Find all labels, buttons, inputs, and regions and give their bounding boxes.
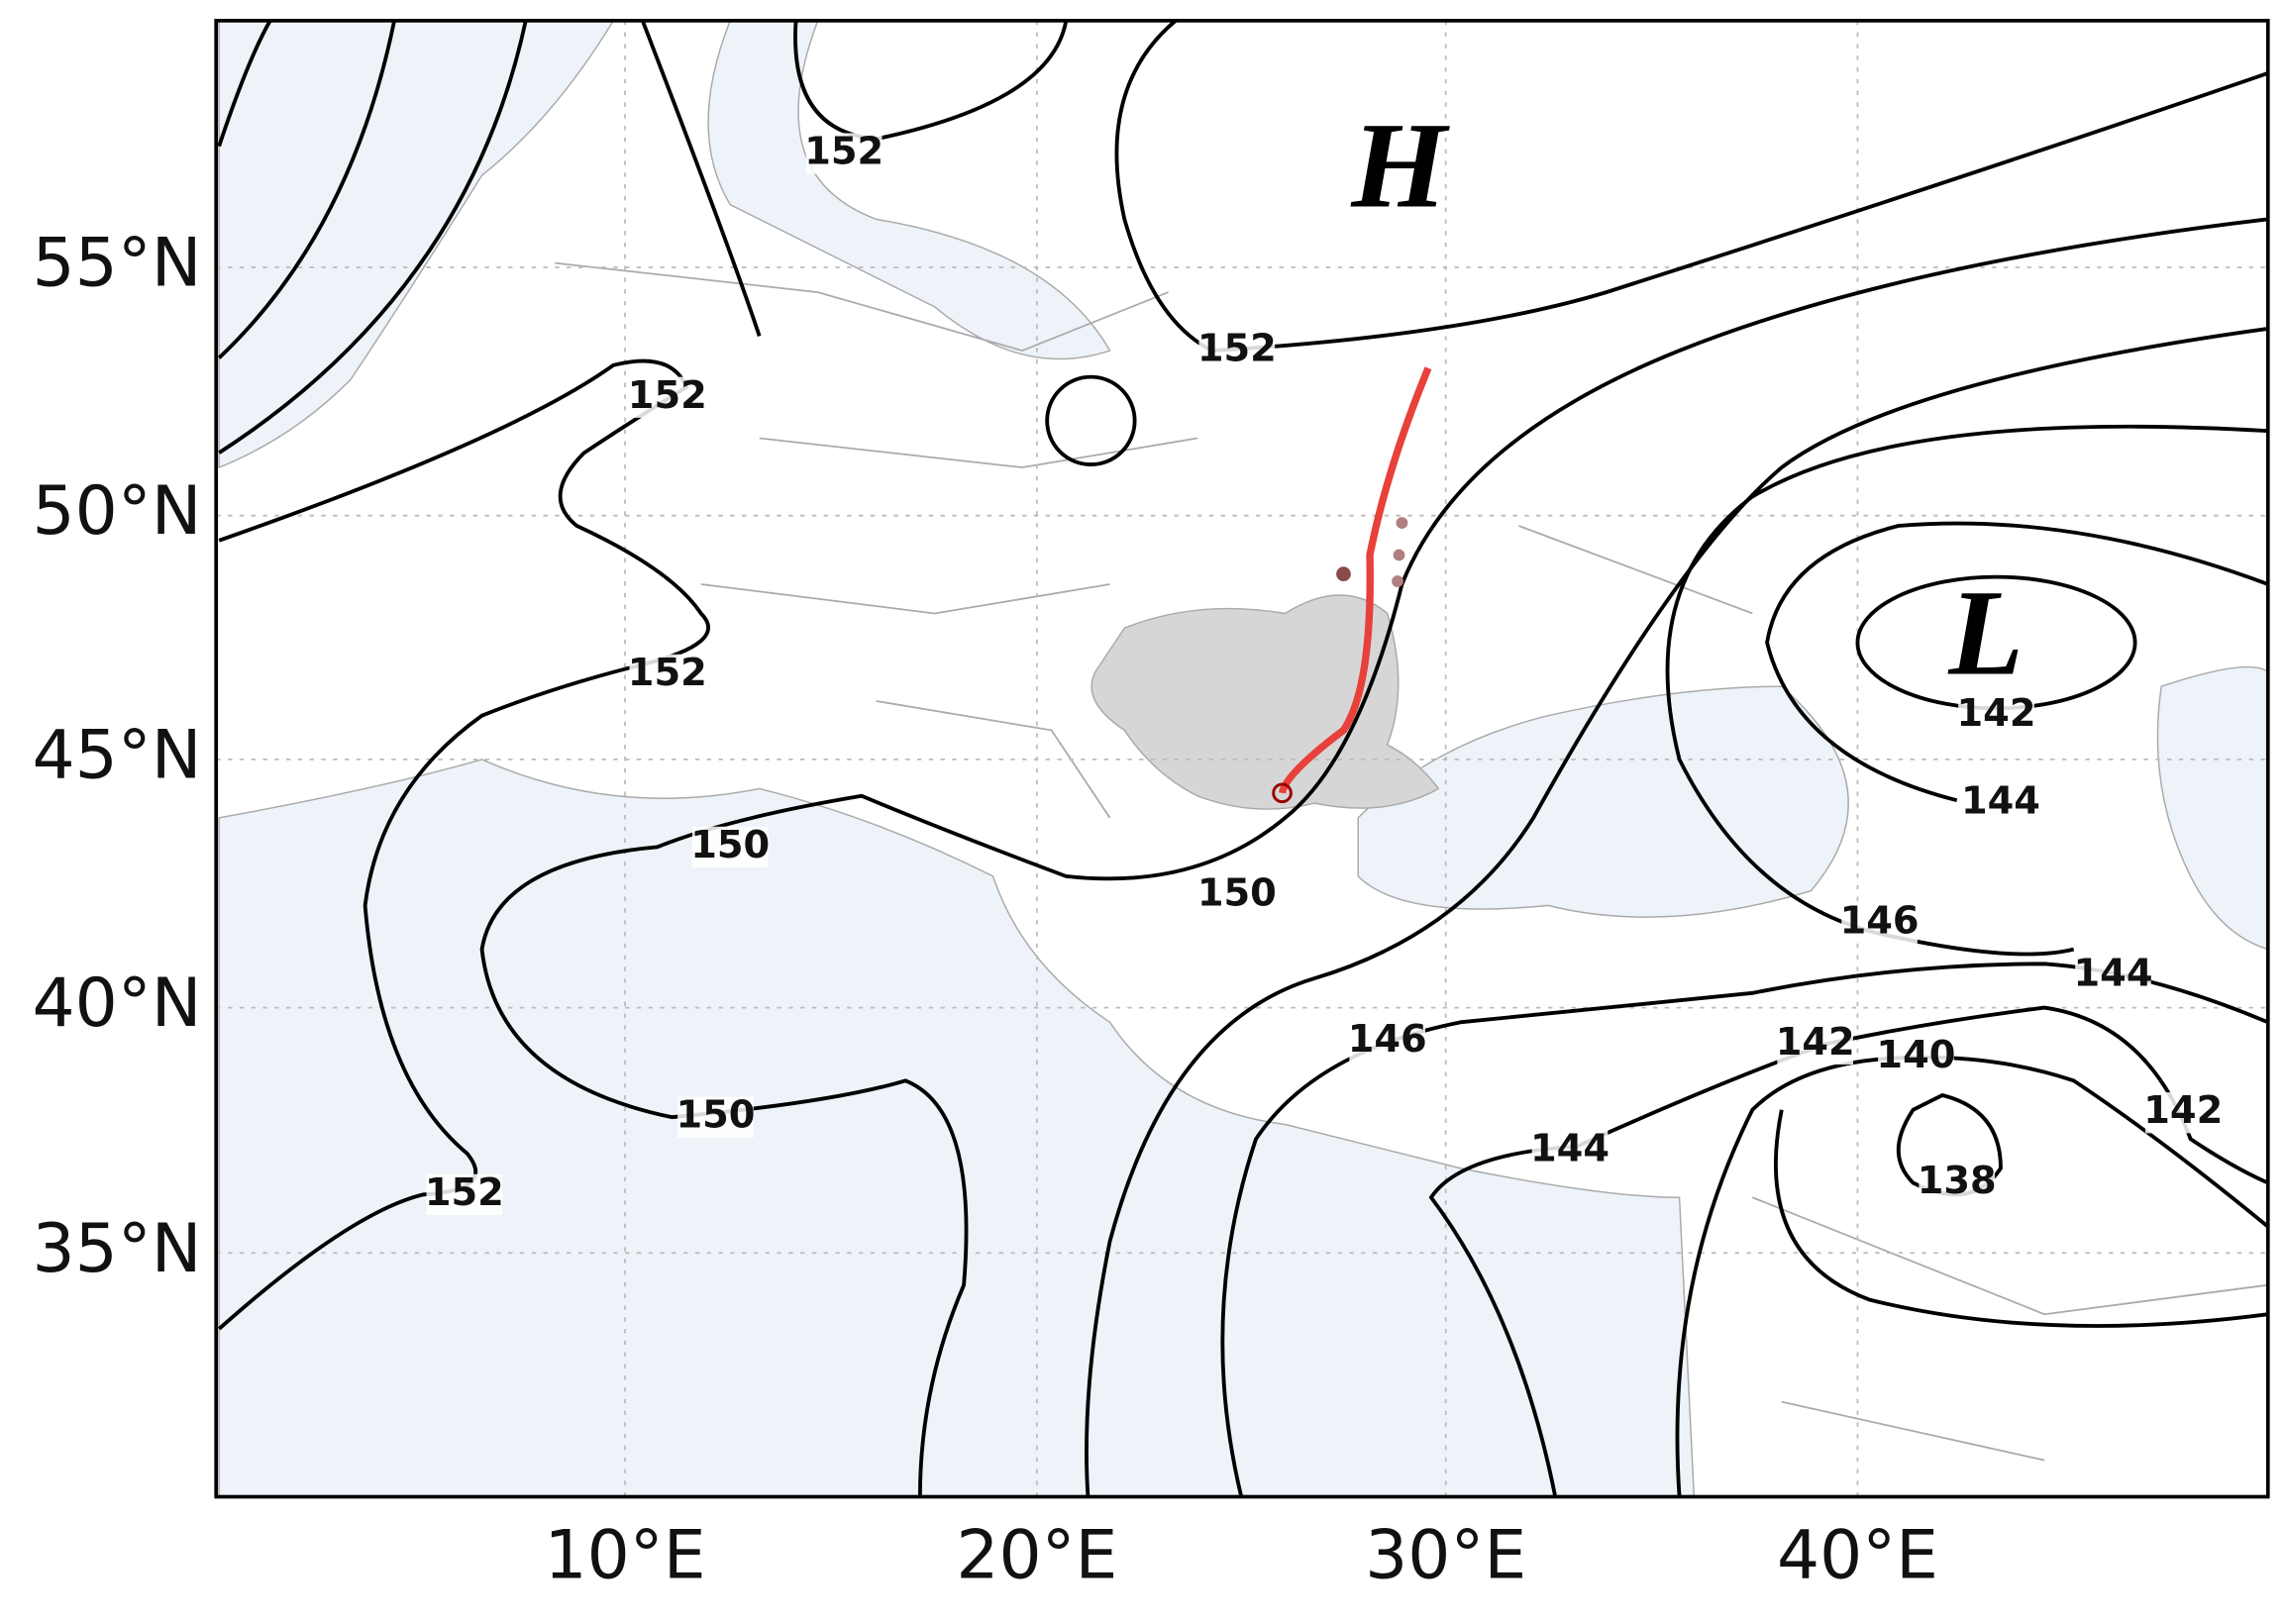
contour-label: 150 — [690, 823, 770, 867]
lat-label: 40°N — [33, 964, 202, 1042]
contour-label: 144 — [1961, 779, 2040, 824]
contours — [217, 19, 2269, 1497]
romania — [1090, 594, 1440, 810]
contour-label: 144 — [2073, 952, 2152, 996]
contour-label: 152 — [804, 130, 883, 174]
contour-label-bg — [1958, 695, 2034, 737]
contour-label: 142 — [2143, 1088, 2223, 1133]
borders — [555, 261, 2268, 1462]
contour-label: 152 — [425, 1170, 504, 1215]
contour-label-bg — [426, 1173, 503, 1215]
contour-label: 150 — [675, 1093, 755, 1138]
contour-label-bg — [1198, 330, 1276, 371]
map-frame — [214, 19, 2270, 1499]
pressure-center: L — [1947, 564, 2024, 700]
lat-label: 45°N — [33, 715, 202, 793]
contour-label: 142 — [1957, 691, 2036, 736]
contour-label-bg — [1531, 1130, 1609, 1171]
contour-label-bg — [629, 376, 706, 418]
lon-label: 40°E — [1777, 1515, 1938, 1593]
contour-label: 142 — [1776, 1020, 1855, 1065]
sea-areas — [218, 20, 2269, 1498]
lon-label: 20°E — [956, 1515, 1117, 1593]
contour-label-bg — [805, 133, 882, 174]
contour-label-bg — [1962, 782, 2039, 824]
trajectory — [1272, 366, 1432, 804]
contour-label-bg — [691, 826, 769, 868]
lon-label: 30°E — [1365, 1515, 1526, 1593]
contour-label: 152 — [1197, 327, 1277, 371]
contour-label: 146 — [1840, 899, 1920, 944]
contour-label: 152 — [628, 651, 707, 695]
contour-label-bg — [1919, 1162, 1996, 1204]
contour-label-bg — [1777, 1023, 1854, 1066]
contour-label: 144 — [1530, 1127, 1609, 1171]
contour-label-bg — [1349, 1020, 1426, 1063]
contour-label-bg — [2075, 955, 2151, 996]
contour-label: 150 — [1197, 871, 1277, 916]
labels: 55°N 50°N 45°N 40°N 35°N 10°E 20°E 30°E 40°E H L 15… — [33, 98, 2224, 1594]
contour-label-bg — [629, 654, 706, 696]
pressure-center: H — [1350, 98, 1450, 234]
lon-label: 10°E — [545, 1515, 706, 1593]
lat-label: 50°N — [33, 471, 202, 550]
contour-label-bg — [1198, 874, 1276, 916]
contour-label-bg — [677, 1096, 754, 1138]
contour-label: 146 — [1348, 1017, 1427, 1062]
contour-label-bg — [2144, 1092, 2222, 1134]
lat-label: 35°N — [33, 1209, 202, 1287]
lat-label: 55°N — [33, 224, 202, 302]
contour-label: 152 — [628, 373, 707, 418]
contour-label: 138 — [1918, 1159, 1997, 1203]
contour-label: 140 — [1876, 1033, 1955, 1077]
contour-label-bg — [1841, 902, 1918, 944]
contour-label-bg — [1878, 1037, 1954, 1078]
